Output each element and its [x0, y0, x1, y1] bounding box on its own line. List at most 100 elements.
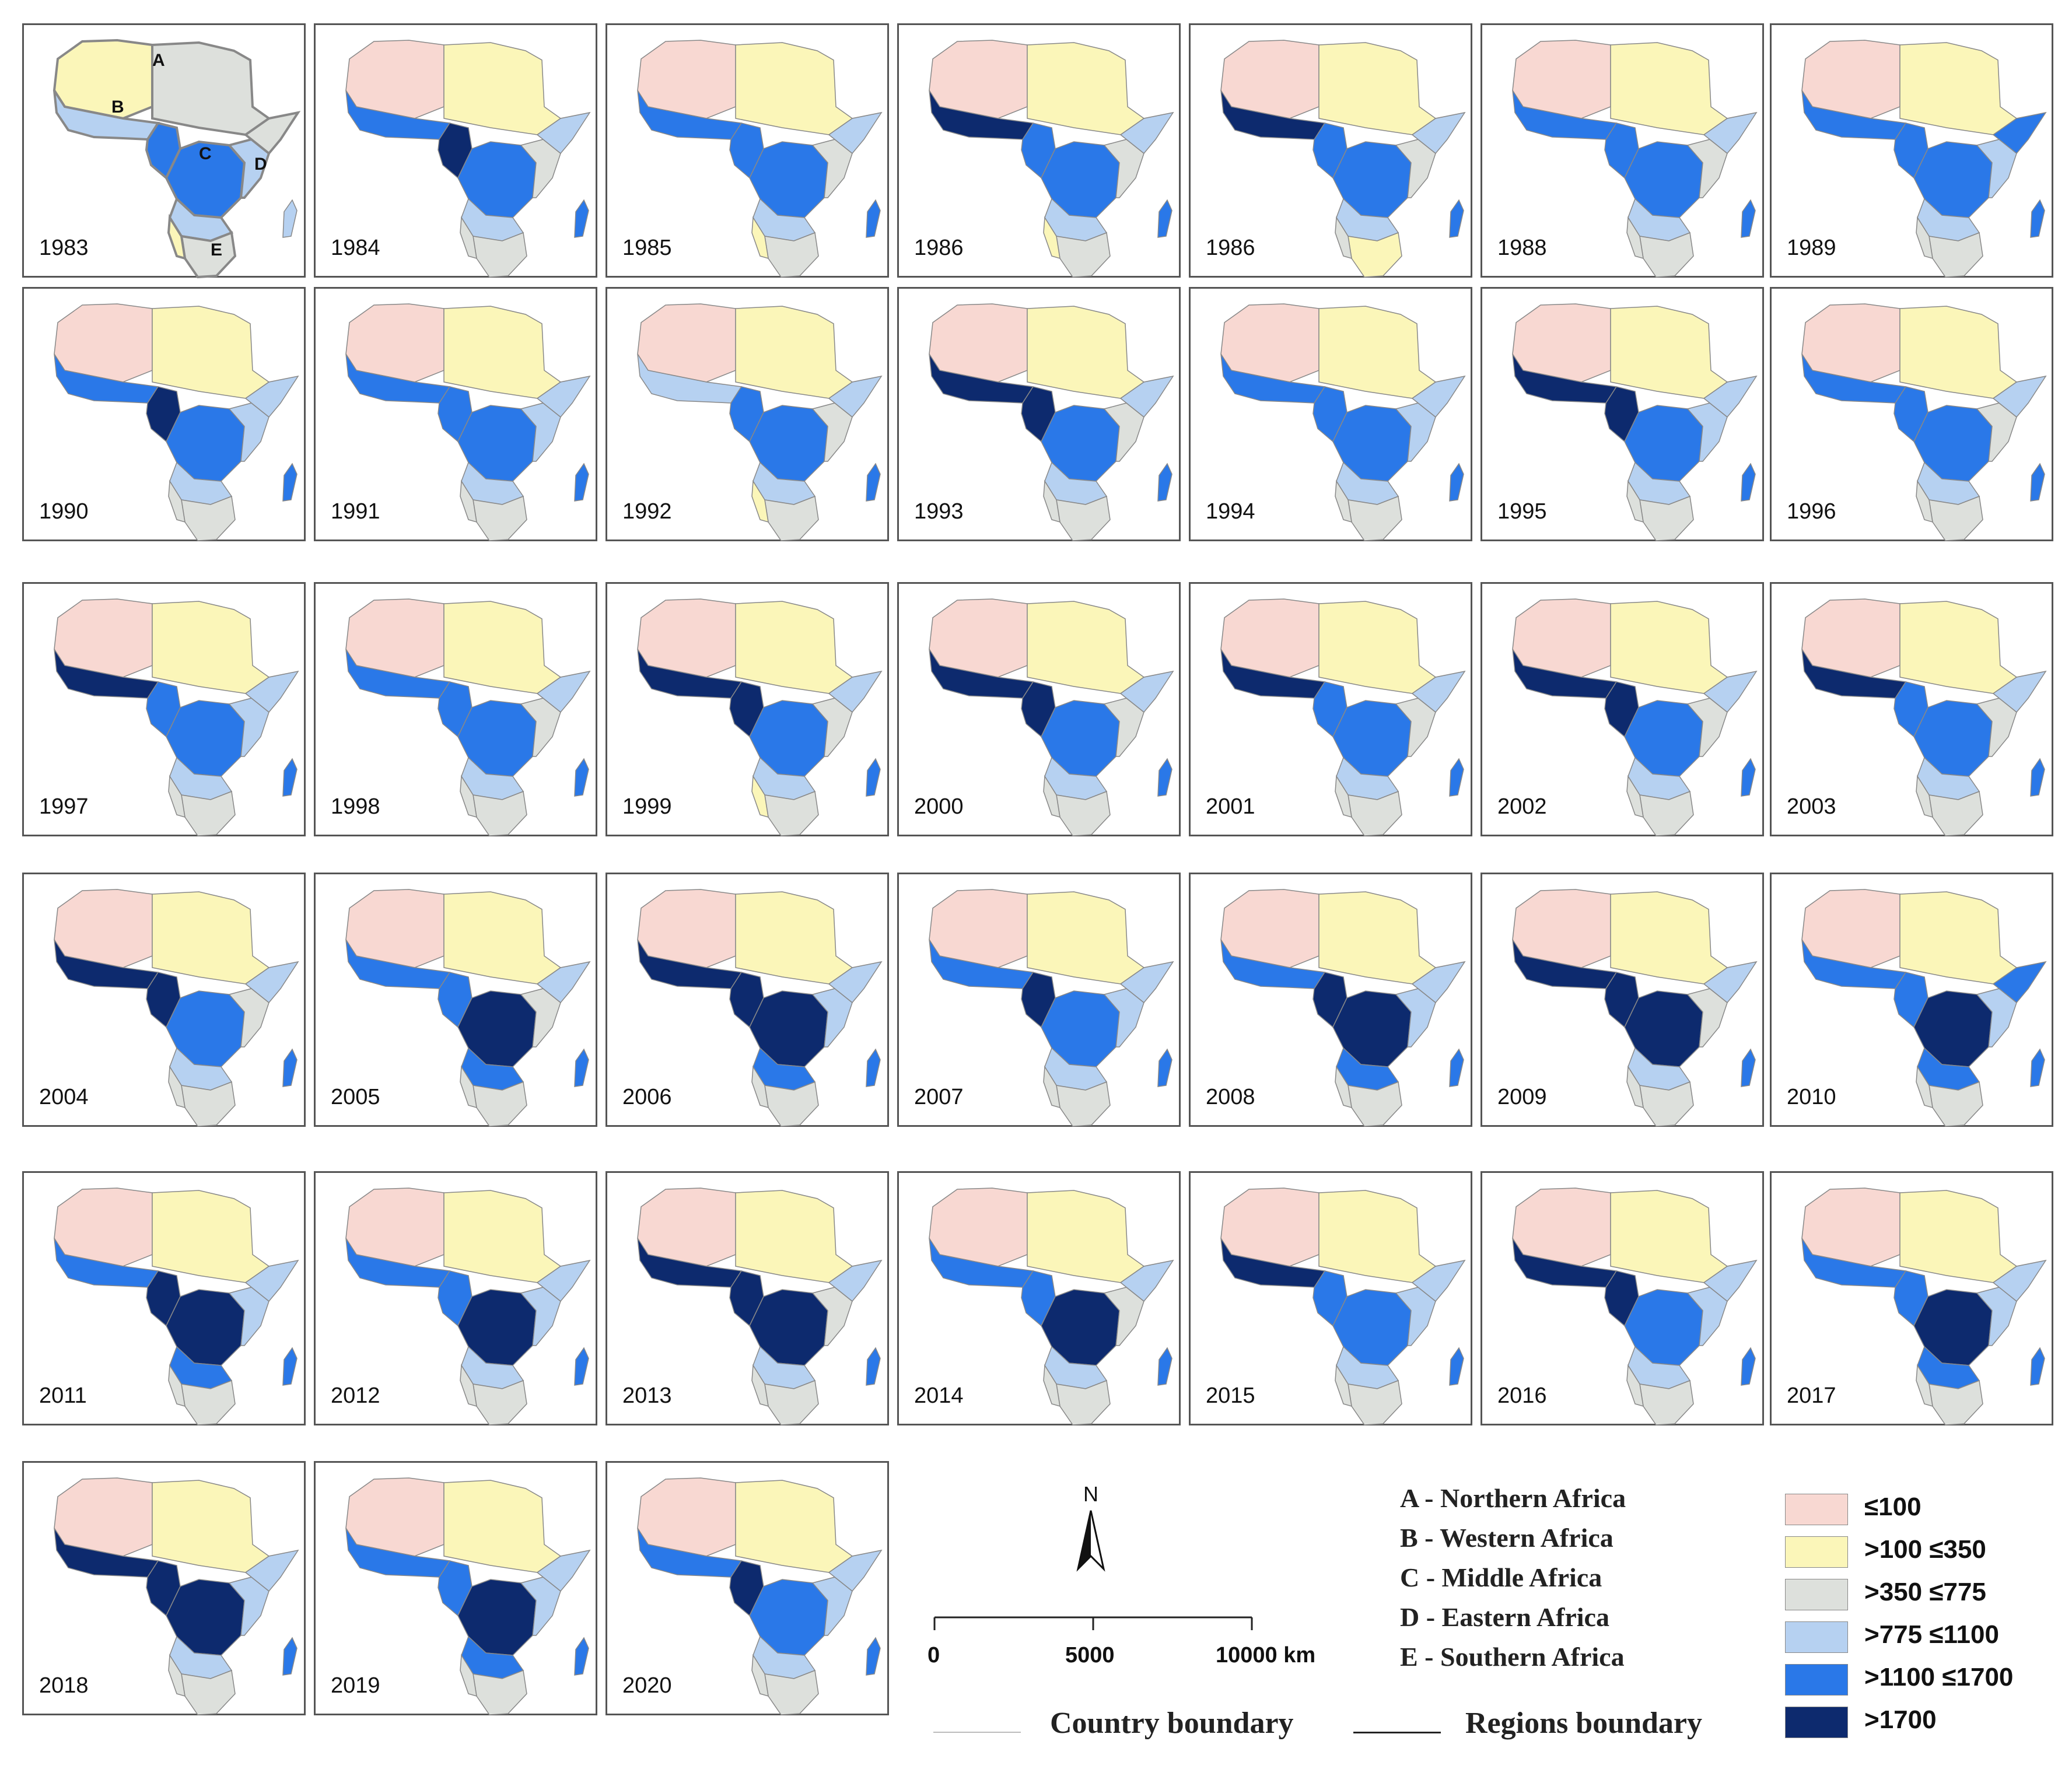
madagascar-area [282, 199, 298, 238]
map-panel: 2004 [22, 873, 306, 1127]
country-area [536, 1549, 591, 1592]
country-area [168, 479, 186, 523]
country-area [929, 1187, 1028, 1267]
region-item-e: E - Southern Africa [1400, 1642, 1625, 1672]
country-area [1056, 1081, 1111, 1127]
africa-map [345, 598, 591, 836]
boundary-legend: Country boundary Regions boundary [933, 1706, 1773, 1753]
country-area [443, 1190, 562, 1283]
country-area [168, 1364, 186, 1407]
map-panel: 2017 [1770, 1171, 2053, 1425]
africa-map [1220, 598, 1466, 836]
panel-year: 1986 [914, 236, 964, 260]
country-area [345, 1187, 444, 1267]
madagascar-area [574, 758, 589, 797]
country-area [1220, 598, 1320, 678]
country-area [637, 40, 736, 119]
africa-map [929, 598, 1174, 836]
country-area [1056, 790, 1111, 836]
country-area [1043, 216, 1060, 260]
legend-swatch [1785, 1707, 1848, 1738]
africa-map [637, 303, 883, 541]
africa-map [345, 1187, 591, 1425]
africa-map [1512, 1187, 1758, 1425]
legend-item: ≤100 [1785, 1490, 2059, 1533]
africa-map [1512, 40, 1758, 278]
region-letter: E [211, 240, 222, 260]
country-area [244, 1549, 299, 1592]
madagascar-area [1449, 1347, 1464, 1386]
country-area [536, 670, 591, 713]
country-boundary-line [933, 1732, 1021, 1733]
legend-label: >350 ≤775 [1864, 1578, 1986, 1606]
map-panel: 2014 [897, 1171, 1181, 1425]
madagascar-area [1741, 199, 1756, 238]
panel-year: 1994 [1206, 499, 1255, 524]
country-area [443, 1480, 562, 1573]
madagascar-area [282, 1347, 298, 1386]
scale-label-10000: 10000 km [1216, 1643, 1316, 1668]
legend-item: >775 ≤1100 [1785, 1618, 2059, 1661]
country-area [1335, 1065, 1352, 1109]
country-area [1929, 1379, 1983, 1425]
africa-map [54, 303, 299, 541]
region-item-a: A - Northern Africa [1400, 1483, 1626, 1513]
country-area [1916, 216, 1933, 260]
country-area [637, 1187, 736, 1267]
panel-year: 1999 [622, 794, 672, 819]
country-area [1899, 1190, 2018, 1283]
country-area [828, 111, 883, 155]
country-area [1801, 598, 1901, 678]
map-panel: 2012 [314, 1171, 597, 1425]
madagascar-area [1157, 463, 1172, 502]
country-area [735, 1190, 853, 1283]
map-panel: 1991 [314, 287, 597, 541]
country-area [345, 40, 444, 119]
map-panel: 1986 [897, 23, 1181, 278]
country-area [1703, 1259, 1758, 1302]
panel-year: 2009 [1497, 1085, 1547, 1109]
country-area [637, 598, 736, 678]
country-area [181, 1081, 236, 1127]
country-area [1220, 303, 1320, 383]
class-legend: ≤100 >100 ≤350 >350 ≤775 >775 ≤1100 >110… [1785, 1490, 2059, 1746]
madagascar-area [282, 758, 298, 797]
madagascar-area [1741, 1048, 1756, 1087]
madagascar-area [574, 199, 589, 238]
africa-map [54, 1477, 299, 1715]
map-panel: 2016 [1480, 1171, 1764, 1425]
africa-map [1220, 40, 1466, 278]
panel-year: 1990 [39, 499, 89, 524]
country-area [244, 961, 299, 1004]
map-panel: 1992 [606, 287, 889, 541]
map-panel: 2020 [606, 1461, 889, 1715]
country-area [1318, 42, 1437, 135]
panel-year: 1986 [1206, 236, 1255, 260]
country-area [181, 1379, 236, 1425]
country-area [1220, 1187, 1320, 1267]
country-area [764, 1081, 819, 1127]
legend-swatch [1785, 1494, 1848, 1525]
country-area [1916, 1065, 1933, 1109]
country-area [1043, 1065, 1060, 1109]
country-area [828, 1549, 883, 1592]
africa-map [929, 303, 1174, 541]
panel-year: 2017 [1787, 1383, 1836, 1408]
country-area [1929, 790, 1983, 836]
country-area [1703, 375, 1758, 418]
panel-year: 2008 [1206, 1085, 1255, 1109]
country-area [1348, 1379, 1402, 1425]
scale-label-5000: 5000 [1065, 1643, 1115, 1668]
panel-year: 2018 [39, 1673, 89, 1698]
panel-year: 2006 [622, 1085, 672, 1109]
panel-year: 2014 [914, 1383, 964, 1408]
country-area [929, 40, 1028, 119]
map-panel: 1993 [897, 287, 1181, 541]
panel-year: 1991 [331, 499, 380, 524]
map-panel: 2019 [314, 1461, 597, 1715]
country-area [460, 1065, 477, 1109]
africa-map [345, 889, 591, 1127]
madagascar-area [2030, 199, 2045, 238]
panel-year: 2016 [1497, 1383, 1547, 1408]
